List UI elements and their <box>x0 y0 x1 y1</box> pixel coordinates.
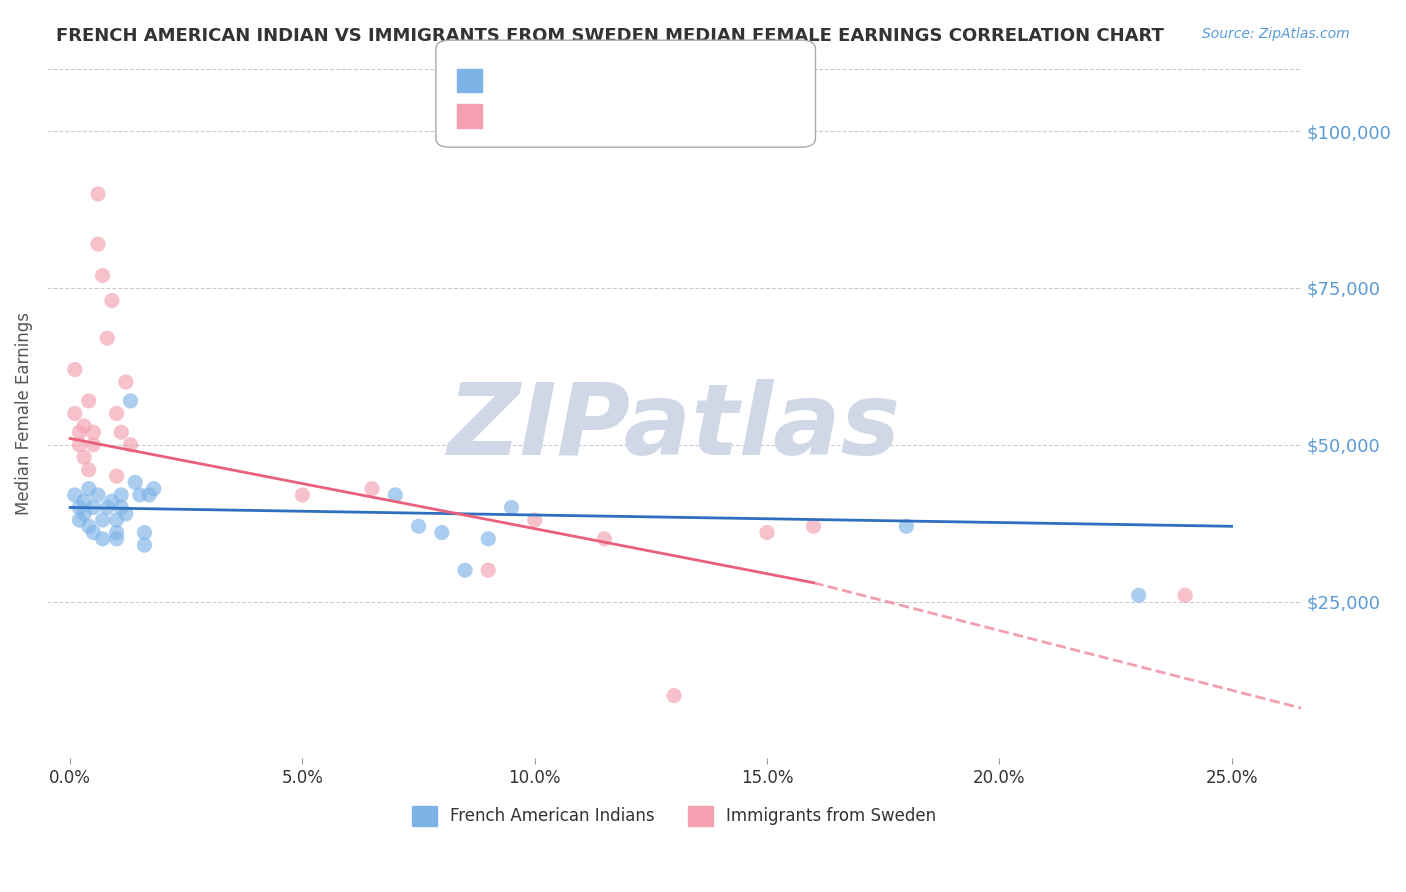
Point <box>67 438 90 452</box>
Point <box>110 500 132 515</box>
Text: -0.109: -0.109 <box>513 71 572 89</box>
Point <box>82 425 104 440</box>
Point <box>134 525 156 540</box>
Point <box>803 519 825 533</box>
Point <box>142 482 165 496</box>
Point <box>756 525 779 540</box>
Point <box>454 563 477 577</box>
Text: R =: R = <box>471 107 508 125</box>
Point <box>77 482 100 496</box>
Point <box>105 532 128 546</box>
Point <box>77 519 100 533</box>
Text: N =: N = <box>583 107 620 125</box>
Point <box>82 438 104 452</box>
Point <box>138 488 160 502</box>
Point <box>120 438 142 452</box>
Text: N =: N = <box>583 71 620 89</box>
Text: -0.280: -0.280 <box>513 107 572 125</box>
Point <box>101 494 124 508</box>
Point <box>1174 588 1197 602</box>
Point <box>77 393 100 408</box>
Point <box>408 519 430 533</box>
Point <box>73 419 96 434</box>
Point <box>501 500 523 515</box>
Point <box>593 532 616 546</box>
Point <box>105 513 128 527</box>
Text: FRENCH AMERICAN INDIAN VS IMMIGRANTS FROM SWEDEN MEDIAN FEMALE EARNINGS CORRELAT: FRENCH AMERICAN INDIAN VS IMMIGRANTS FRO… <box>56 27 1164 45</box>
Point <box>105 406 128 420</box>
Point <box>115 507 138 521</box>
Point <box>291 488 314 502</box>
Point <box>896 519 918 533</box>
Point <box>96 500 118 515</box>
Point <box>67 513 90 527</box>
Point <box>63 488 86 502</box>
Text: 35: 35 <box>616 71 638 89</box>
Y-axis label: Median Female Earnings: Median Female Earnings <box>15 312 32 515</box>
Point <box>662 689 685 703</box>
Point <box>87 186 110 201</box>
Point <box>523 513 546 527</box>
Point <box>477 532 499 546</box>
Point <box>87 237 110 252</box>
Point <box>110 488 132 502</box>
Text: 29: 29 <box>616 107 640 125</box>
Point <box>120 393 142 408</box>
Text: Source: ZipAtlas.com: Source: ZipAtlas.com <box>1202 27 1350 41</box>
Text: R =: R = <box>471 71 508 89</box>
Point <box>63 406 86 420</box>
Point <box>91 268 114 283</box>
Legend: French American Indians, Immigrants from Sweden: French American Indians, Immigrants from… <box>405 799 943 833</box>
Point <box>477 563 499 577</box>
Point <box>73 450 96 465</box>
Point <box>63 362 86 376</box>
Point <box>430 525 453 540</box>
Point <box>82 525 104 540</box>
Point <box>101 293 124 308</box>
Point <box>87 488 110 502</box>
Point <box>67 500 90 515</box>
Point <box>384 488 406 502</box>
Point <box>361 482 384 496</box>
Point <box>110 425 132 440</box>
Point <box>67 425 90 440</box>
Point <box>73 494 96 508</box>
Point <box>124 475 146 490</box>
Point <box>96 331 118 345</box>
Point <box>115 375 138 389</box>
Point <box>82 500 104 515</box>
Point <box>1128 588 1150 602</box>
Point <box>105 469 128 483</box>
Point <box>91 532 114 546</box>
Point <box>73 507 96 521</box>
Point <box>134 538 156 552</box>
Point <box>105 525 128 540</box>
Text: ZIPatlas: ZIPatlas <box>447 379 901 475</box>
Point <box>77 463 100 477</box>
Point <box>128 488 150 502</box>
Point <box>91 513 114 527</box>
